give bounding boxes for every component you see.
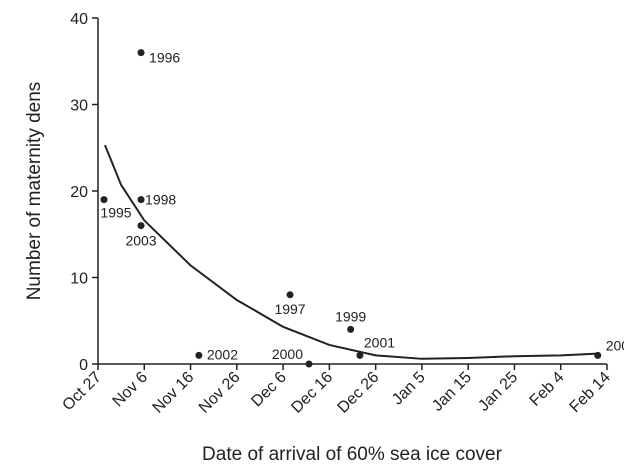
point-label: 1998: [145, 192, 176, 208]
point-label: 2001: [364, 334, 395, 350]
point: [356, 351, 364, 359]
point: [137, 222, 145, 230]
x-tick-label: Dec 16: [288, 369, 336, 417]
x-tick-label: Nov 16: [150, 369, 198, 417]
x-tick-label: Jan 15: [429, 369, 475, 415]
y-tick-label: 30: [70, 98, 88, 115]
y-tick-label: 40: [70, 11, 88, 28]
point-label: 2003: [125, 233, 156, 249]
x-tick-label: Oct 27: [59, 369, 104, 414]
x-tick-label: Dec 26: [335, 369, 383, 417]
x-tick-label: Feb 14: [567, 369, 614, 416]
point: [347, 325, 355, 333]
y-tick-label: 10: [70, 271, 88, 288]
x-tick-label: Feb 4: [527, 369, 568, 410]
x-tick-label: Nov 26: [196, 369, 244, 417]
point: [195, 351, 203, 359]
point-label: 1997: [274, 301, 305, 317]
y-tick-label: 0: [79, 357, 88, 374]
point: [594, 351, 602, 359]
y-tick-label: 20: [70, 184, 88, 201]
x-tick-label: Dec 6: [248, 369, 290, 411]
point-label: 2000: [272, 346, 303, 362]
point: [286, 291, 294, 299]
x-tick-label: Jan 5: [389, 369, 429, 409]
point: [305, 360, 313, 368]
point-label: 2002: [207, 346, 238, 362]
x-axis-title: Date of arrival of 60% sea ice cover: [202, 444, 503, 465]
point-label: 1995: [100, 205, 131, 221]
x-tick-label: Jan 25: [475, 369, 521, 415]
point: [100, 196, 108, 204]
point: [137, 196, 145, 204]
point-label: 1999: [335, 308, 366, 324]
point: [137, 49, 145, 57]
point-label: 1996: [149, 50, 180, 66]
fit-curve: [104, 144, 598, 360]
x-tick-label: Nov 6: [110, 369, 152, 411]
y-axis-title: Number of maternity dens: [24, 82, 45, 301]
point-label: 2008: [606, 337, 624, 353]
